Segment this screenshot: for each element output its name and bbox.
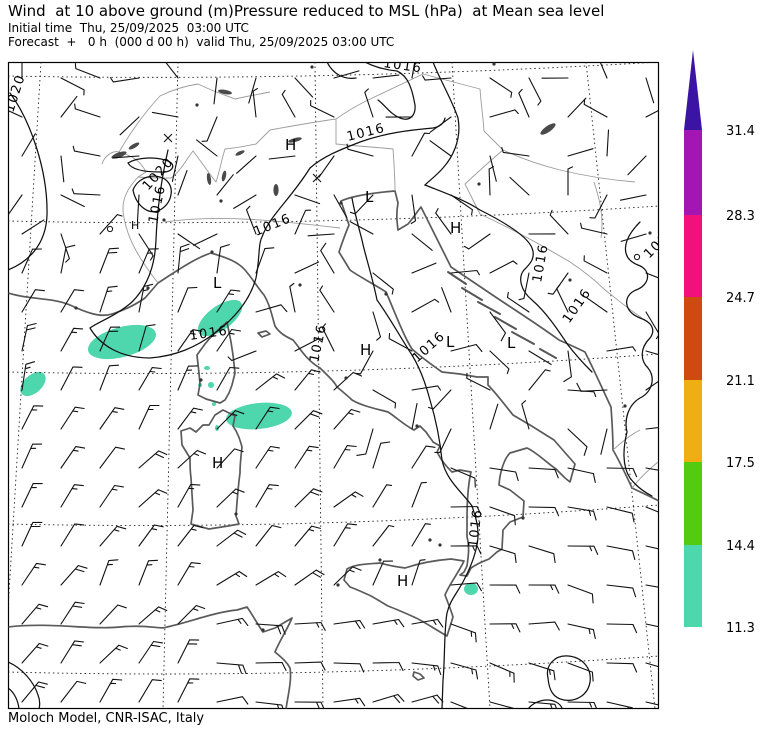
model-credit: Moloch Model, CNR-ISAC, Italy	[8, 711, 205, 726]
svg-text:1016: 1016	[345, 121, 387, 145]
svg-text:28.3: 28.3	[726, 209, 755, 224]
svg-text:1016: 1016	[530, 243, 552, 284]
svg-text:L: L	[507, 334, 516, 352]
wind-speed-patches	[20, 299, 478, 595]
svg-text:L: L	[446, 333, 455, 351]
svg-text:14.4: 14.4	[726, 539, 755, 554]
svg-text:21.1: 21.1	[726, 374, 755, 389]
svg-text:17.5: 17.5	[726, 456, 755, 471]
svg-text:1016: 1016	[252, 211, 294, 240]
svg-text:L: L	[365, 188, 374, 206]
svg-text:31.4: 31.4	[726, 124, 755, 139]
svg-text:H: H	[285, 136, 296, 154]
svg-text:H: H	[397, 572, 408, 590]
coastlines	[8, 190, 659, 709]
svg-text:H: H	[450, 219, 461, 237]
svg-text:1016: 1016	[641, 224, 679, 262]
wind-barbs	[8, 62, 659, 709]
svg-text:1016: 1016	[307, 322, 330, 363]
dalmatian-islands	[447, 271, 557, 359]
lakes	[111, 89, 556, 196]
isobars	[8, 62, 654, 709]
svg-text:1020: 1020	[3, 72, 29, 114]
svg-text:1016: 1016	[382, 56, 423, 76]
svg-text:1016: 1016	[466, 508, 486, 549]
pressure-center-labels: H L H L H L L H H H	[131, 136, 516, 590]
svg-text:1016: 1016	[188, 324, 229, 344]
graticule	[8, 62, 659, 709]
svg-text:1016: 1016	[410, 329, 449, 366]
svg-text:11.3: 11.3	[726, 621, 755, 636]
svg-text:H: H	[212, 454, 223, 472]
svg-text:H: H	[360, 341, 371, 359]
wind-speed-colorbar: 31.4 28.3 24.7 21.1 17.5 14.4 11.3	[684, 50, 755, 636]
map-frame	[7, 61, 660, 710]
initial-time-line: Initial time Thu, 25/09/2025 03:00 UTC	[8, 21, 249, 35]
country-borders	[101, 73, 659, 489]
map-title: Wind at 10 above ground (m)Pressure redu…	[8, 2, 605, 20]
station-marks	[74, 62, 652, 632]
svg-text:L: L	[213, 274, 222, 292]
forecast-line: Forecast + 0 h (000 d 00 h) valid Thu, 2…	[8, 35, 395, 49]
svg-text:24.7: 24.7	[726, 291, 755, 306]
svg-text:H: H	[131, 219, 139, 232]
